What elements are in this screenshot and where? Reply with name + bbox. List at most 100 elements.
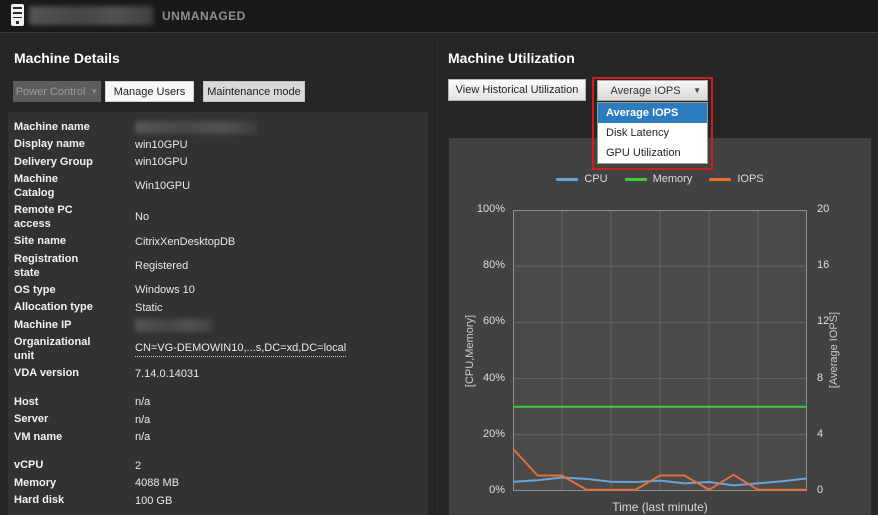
title-bar: UNMANAGED [0,0,878,33]
detail-row: Memory 4088 MB [14,474,422,492]
detail-row: OS type Windows 10 [14,281,422,299]
dropdown-option-disk-latency[interactable]: Disk Latency [606,127,669,139]
metric-dropdown-menu: Average IOPS Disk Latency GPU Utilization [597,102,708,164]
detail-value: win10GPU [135,138,188,151]
detail-label: Organizational unit [14,336,91,362]
left-axis-tick: 0% [489,484,505,496]
right-axis-tick: 12 [817,315,830,328]
detail-value: 100 GB [135,494,173,507]
detail-label: Delivery Group [14,155,93,168]
legend-label: Memory [652,173,693,185]
right-axis-tick: 0 [817,484,824,496]
detail-row: Site name CitrixXenDesktopDB [14,233,422,251]
detail-label: Host [14,395,39,408]
machine-utilization-title: Machine Utilization [448,50,575,66]
detail-value: Static [135,301,163,314]
legend-line-icon [556,177,579,181]
x-axis-label: Time (last minute) [612,500,708,514]
left-axis-label: [CPU,Memory] [464,314,476,388]
dropdown-option-gpu-utilization[interactable]: GPU Utilization [606,147,681,159]
detail-row: Display name win10GPU [14,136,422,154]
detail-value: 7.14.0.14031 [135,367,200,380]
detail-label: Machine Catalog [14,173,59,199]
detail-row: Hard disk 100 GB [14,492,422,510]
legend-label: IOPS [737,173,764,185]
machine-icon [11,4,24,26]
right-axis-tick: 4 [817,427,824,440]
metric-dropdown[interactable]: Average IOPS ▼ [597,80,708,101]
detail-row: Server n/a [14,411,422,429]
left-axis-tick: 20% [482,427,505,440]
detail-label: vCPU [14,459,44,471]
manage-users-button[interactable]: Manage Users [105,81,194,102]
chevron-down-icon: ▼ [90,87,99,96]
legend-line-icon [624,177,647,181]
detail-value: win10GPU [135,156,188,168]
series-line-cpu [513,476,807,487]
detail-label: Hard disk [14,494,65,506]
detail-value: CitrixXenDesktopDB [135,235,236,248]
detail-label: Display name [14,138,85,150]
detail-value: n/a [135,413,151,426]
detail-label: Machine IP [14,318,72,331]
detail-label: Remote PC access [14,204,73,230]
left-axis-tick: 40% [482,371,505,384]
annotation-highlight [592,77,713,170]
detail-label: Machine name [14,120,90,133]
detail-row: vCPU 2 [14,457,422,475]
detail-row: VM name n/a [14,428,422,446]
detail-value: 4088 MB [135,477,180,489]
detail-row: Delivery Group win10GPU [14,153,422,171]
detail-row: Host n/a [14,393,422,411]
detail-label: VM name [14,430,63,443]
unmanaged-badge: UNMANAGED [162,9,246,23]
detail-value: n/a [135,396,151,408]
detail-label: VDA version [14,367,80,379]
detail-row: Organizational unit CN=VG-DEMOWIN10,...s,… [14,334,422,365]
legend-line-icon [709,177,732,181]
right-axis-tick: 8 [817,371,824,384]
detail-row: Allocation type Static [14,299,422,317]
detail-value [135,120,422,135]
utilization-chart-panel: CPU Memory IOPS 100% 80% 60% 40% 20% 0% 20 16 12 8 4… [449,138,871,515]
right-axis-tick: 20 [817,203,830,215]
detail-label: Registration state [14,252,79,279]
view-historical-utilization-button[interactable]: View Historical Utilization [448,79,586,101]
legend-label: CPU [584,173,608,185]
detail-value [135,318,422,333]
right-axis-label: [Average IOPS] [828,311,840,389]
detail-row: Machine name [14,118,422,136]
left-axis-tick: 80% [482,259,505,272]
power-control-button[interactable]: Power Control ▼ [13,81,101,102]
machine-details-title: Machine Details [14,50,120,66]
panel-divider [437,34,438,515]
right-axis-tick: 16 [817,259,830,272]
utilization-line-chart [513,210,807,491]
detail-label: Allocation type [14,301,93,313]
redacted-machine-name [29,6,153,25]
redacted-value [135,318,213,332]
detail-row: Machine IP [14,316,422,334]
detail-value: Win10GPU [135,180,191,193]
detail-label: OS type [14,283,56,296]
detail-value: CN=VG-DEMOWIN10,...s,DC=xd,DC=local [135,341,347,358]
chart-legend: CPU Memory IOPS [449,173,871,185]
series-line-iops [513,448,807,491]
detail-row: Remote PC access No [14,202,422,233]
detail-label: Site name [14,235,66,247]
left-axis-tick: 60% [482,315,505,328]
chevron-down-icon: ▼ [693,86,701,95]
detail-value: No [135,211,150,224]
dropdown-option-average-iops[interactable]: Average IOPS [598,103,707,123]
detail-row: VDA version 7.14.0.14031 [14,365,422,383]
detail-value: 2 [135,459,142,472]
legend-item-cpu: CPU [556,173,608,185]
redacted-value [135,120,257,134]
legend-item-iops: IOPS [709,173,764,185]
maintenance-mode-button[interactable]: Maintenance mode [203,81,305,102]
detail-row: Machine Catalog Win10GPU [14,171,422,202]
detail-row: Registration state Registered [14,250,422,281]
detail-value: n/a [135,431,151,443]
legend-item-memory: Memory [624,173,693,185]
